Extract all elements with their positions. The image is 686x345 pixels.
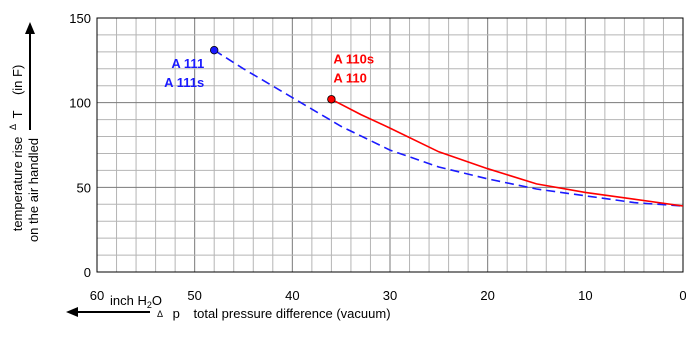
plot-frame bbox=[96, 17, 684, 273]
svg-text:temperature rise Δ: temperature rise Δ T (in F) bbox=[4, 65, 25, 232]
series-labels: A 111 A 111s A 110s A 110 bbox=[164, 51, 374, 90]
x-axis-label: Δ p total pressure difference (vacuum) bbox=[157, 305, 391, 321]
x-tick-label: 50 bbox=[187, 288, 201, 303]
x-axis-arrow bbox=[66, 307, 150, 317]
xlabel-unit-sub: 2 bbox=[147, 300, 152, 310]
y-axis-label-2: on the air handled bbox=[26, 138, 41, 242]
series-line bbox=[213, 49, 684, 207]
y-tick-label: 100 bbox=[69, 96, 91, 111]
series-label: A 111 bbox=[171, 56, 204, 71]
y-axis-label: temperature rise Δ T (in F) bbox=[4, 65, 25, 232]
y-tick-label: 0 bbox=[84, 265, 91, 280]
x-tick-label: 30 bbox=[383, 288, 397, 303]
x-tick-label: 60 bbox=[90, 288, 104, 303]
ylabel-unit: (in F) bbox=[10, 65, 25, 95]
x-tick-label: 0 bbox=[679, 288, 686, 303]
xlabel-var: p bbox=[173, 306, 180, 321]
xlabel-delta: Δ bbox=[157, 309, 163, 319]
xlabel-unit-main: inch H bbox=[110, 293, 147, 308]
series-label: A 110s bbox=[333, 51, 374, 66]
y-axis-arrow bbox=[25, 22, 35, 130]
y-tick-label: 50 bbox=[77, 180, 91, 195]
series-start-point bbox=[209, 45, 219, 55]
series-start-point bbox=[327, 95, 336, 104]
x-tick-labels: 60 50 40 30 20 10 0 bbox=[90, 288, 686, 303]
y-tick-label: 150 bbox=[69, 11, 91, 26]
x-tick-label: 20 bbox=[480, 288, 494, 303]
x-tick-label: 40 bbox=[285, 288, 299, 303]
ylabel-delta: Δ bbox=[8, 124, 18, 130]
series-line bbox=[331, 98, 684, 207]
xlabel-text: total pressure difference (vacuum) bbox=[194, 306, 391, 321]
x-axis-unit: inch H2O bbox=[110, 293, 162, 310]
ylabel-var: T bbox=[10, 110, 25, 118]
ylabel-line2: on the air handled bbox=[26, 138, 41, 242]
series-label: A 110 bbox=[333, 70, 367, 85]
series-label: A 111s bbox=[164, 75, 204, 90]
x-tick-label: 10 bbox=[578, 288, 592, 303]
y-tick-labels: 0 50 100 150 bbox=[69, 11, 91, 280]
ylabel-line1: temperature rise bbox=[10, 137, 25, 232]
series-lines bbox=[209, 45, 684, 207]
xlabel-unit-end: O bbox=[152, 293, 162, 308]
